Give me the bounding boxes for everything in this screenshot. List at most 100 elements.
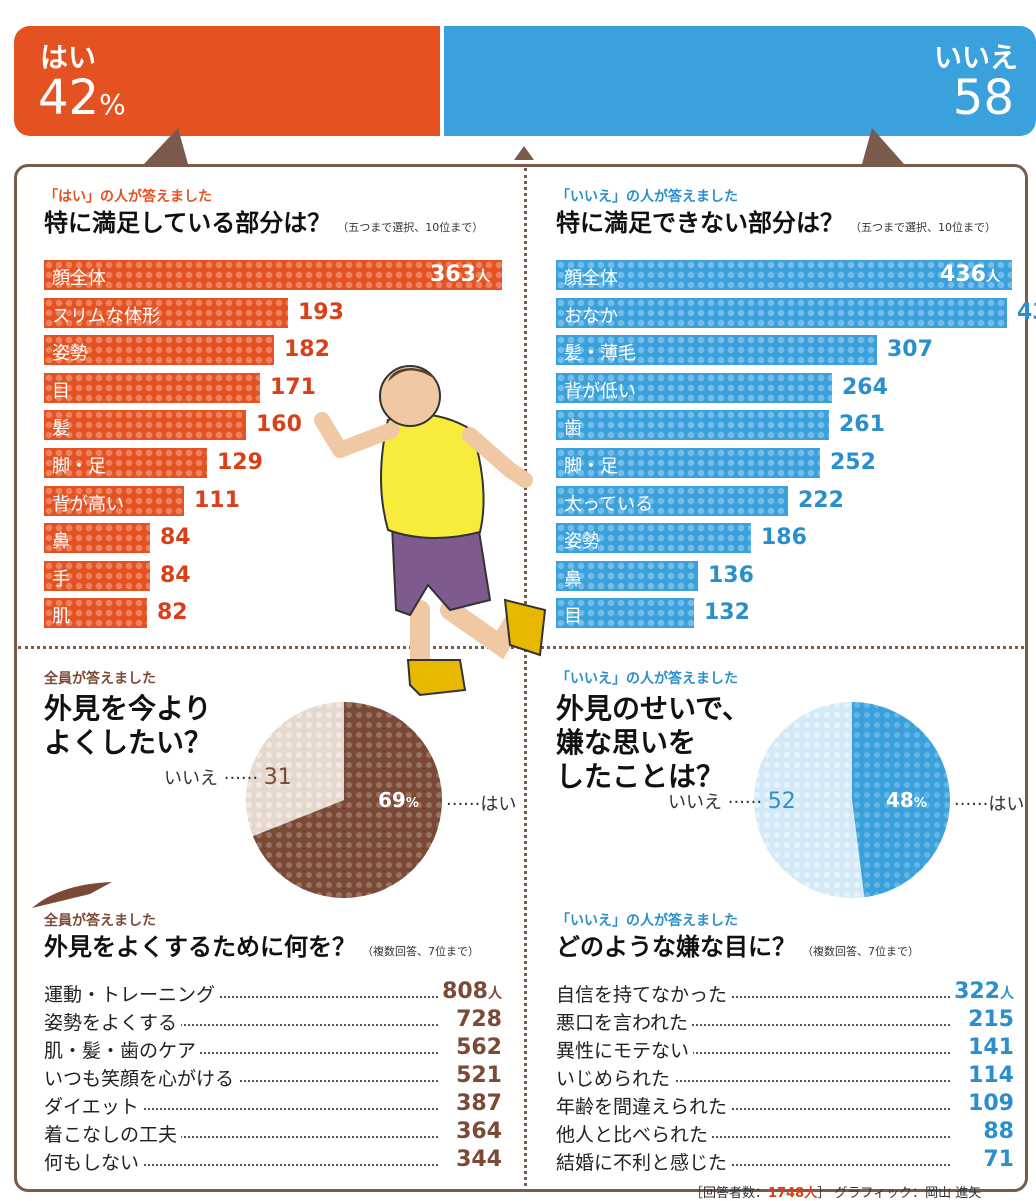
bar-7: 鼻 <box>44 523 150 554</box>
bar-value: 186 <box>761 525 807 551</box>
center-marker <box>514 146 534 160</box>
bar-value: 261 <box>839 412 885 438</box>
bar-label: 鼻 <box>52 531 70 553</box>
bar-label: 肌 <box>52 606 70 628</box>
list-label: 他人と比べられた <box>556 1120 713 1147</box>
list-value: 322人 <box>950 979 1014 1004</box>
list-value: 109 <box>964 1091 1014 1116</box>
list-label: 運動・トレーニング <box>44 980 220 1007</box>
bar-value: 193 <box>298 299 344 325</box>
bad-experience-no-label: いいえ ······ 52 <box>668 789 796 814</box>
bar-label: 姿勢 <box>564 531 600 553</box>
bar-value: 222 <box>798 487 844 513</box>
improve-no-label: いいえ ······ 31 <box>164 765 292 790</box>
bar-value: 84 <box>160 562 191 588</box>
connector-yes <box>144 128 188 164</box>
bar-value: 84 <box>160 525 191 551</box>
list-item: ダイエット 387 <box>44 1091 502 1120</box>
leader-dots <box>44 1024 438 1026</box>
bar-value: 171 <box>270 374 316 400</box>
leader-dots <box>556 1164 950 1166</box>
list-value: 521 <box>452 1063 502 1088</box>
bar-value: 129 <box>217 450 263 475</box>
list-label: 着こなしの工夫 <box>44 1120 182 1147</box>
improve-yes-label: ······はい <box>446 794 517 815</box>
list-label: 悪口を言われた <box>556 1008 693 1035</box>
list-label: いつも笑顔を心がける <box>44 1064 239 1091</box>
leader-dots <box>44 1052 438 1054</box>
bar-4: 髪 <box>44 410 246 441</box>
list-value: 344 <box>452 1147 502 1172</box>
bar-value: 436人 <box>940 262 1000 287</box>
list-item: 何もしない 344 <box>44 1147 502 1176</box>
what-to-do-title: 外見をよくするために何を？ （複数回答、7位まで） <box>44 933 479 961</box>
list-value: 114 <box>964 1063 1014 1088</box>
bar-9: 肌 <box>44 598 147 629</box>
banner-connectors <box>144 128 904 164</box>
bar-label: 歯 <box>564 418 582 440</box>
brown-pointer <box>32 882 112 908</box>
bar-0: 顔全体 <box>556 260 1012 290</box>
banner-yes-label: はい <box>40 41 97 74</box>
bar-label: スリムな体形 <box>52 305 160 327</box>
bar-label: 手 <box>52 568 70 590</box>
leader-dots <box>44 1108 438 1110</box>
bar-3: 目 <box>44 372 260 403</box>
list-item: 他人と比べられた 88 <box>556 1119 1014 1148</box>
list-item: 結婚に不利と感じた 71 <box>556 1147 1014 1176</box>
bar-1: スリムな体形 <box>44 297 288 328</box>
pie-slice-yes <box>252 702 443 898</box>
bar-6: 太っている <box>556 485 788 516</box>
bar-value: 111 <box>194 487 240 513</box>
list-label: 自信を持てなかった <box>556 980 732 1007</box>
bar-value: 307 <box>887 337 933 363</box>
bar-3: 背が低い <box>556 372 832 403</box>
list-item: 異性にモテない 141 <box>556 1035 1014 1064</box>
list-value: 88 <box>979 1119 1014 1144</box>
leader-dots <box>556 1052 950 1054</box>
leader-dots <box>44 1080 438 1082</box>
bar-label: 脚・足 <box>564 456 618 477</box>
leader-dots <box>556 1080 950 1082</box>
banner-no-value: 58 <box>952 70 1014 126</box>
bad-eyes-kicker: 「いいえ」の人が答えました <box>556 913 738 929</box>
banner-yes-value: 42% <box>38 70 126 126</box>
bar-label: 顔全体 <box>52 268 106 289</box>
bar-value: 132 <box>704 600 750 626</box>
bar-7: 姿勢 <box>556 523 751 554</box>
bar-5: 脚・足 <box>556 448 820 478</box>
list-item: いじめられた 114 <box>556 1063 1014 1092</box>
list-item: 運動・トレーニング 808人 <box>44 979 502 1008</box>
what-to-do-kicker: 全員が答えました <box>44 913 156 929</box>
bad-experience-yes-label: ······はい <box>954 794 1025 815</box>
banner-no-label: いいえ <box>933 41 1018 74</box>
bar-label: 目 <box>52 380 70 402</box>
bar-6: 背が高い <box>44 485 184 516</box>
list-value: 71 <box>979 1147 1014 1172</box>
pie-slice-no <box>753 702 865 898</box>
list-value: 364 <box>452 1119 502 1144</box>
leader-dots <box>556 996 950 998</box>
bar-2: 髪・薄毛 <box>556 335 877 366</box>
list-item: いつも笑顔を心がける 521 <box>44 1063 502 1092</box>
bad-eyes-title: どのような嫌な目に？ （複数回答、7位まで） <box>556 933 919 961</box>
bar-8: 手 <box>44 560 150 591</box>
list-value: 215 <box>964 1007 1014 1032</box>
list-value: 808人 <box>438 979 502 1004</box>
list-label: ダイエット <box>44 1092 143 1119</box>
bad-experience-pie-chart <box>753 702 950 898</box>
banner-yes: はい 42% <box>14 26 440 136</box>
leader-dots <box>44 996 438 998</box>
bar-label: 太っている <box>564 493 654 515</box>
improve-title: 外見を今より よくしたい？ <box>44 692 213 759</box>
bar-5: 脚・足 <box>44 448 207 478</box>
runner-illustration <box>314 365 547 697</box>
footer-credit: ［回答者数：1748人］ グラフィック：岡山 進矢 <box>690 1186 982 1201</box>
bar-value: 82 <box>157 600 188 626</box>
list-label: いじめられた <box>556 1064 675 1091</box>
bar-value: 363人 <box>430 262 490 287</box>
content-frame <box>14 164 1028 1192</box>
bar-9: 目 <box>556 598 694 629</box>
leader-dots <box>44 1164 438 1166</box>
list-value: 562 <box>452 1035 502 1060</box>
